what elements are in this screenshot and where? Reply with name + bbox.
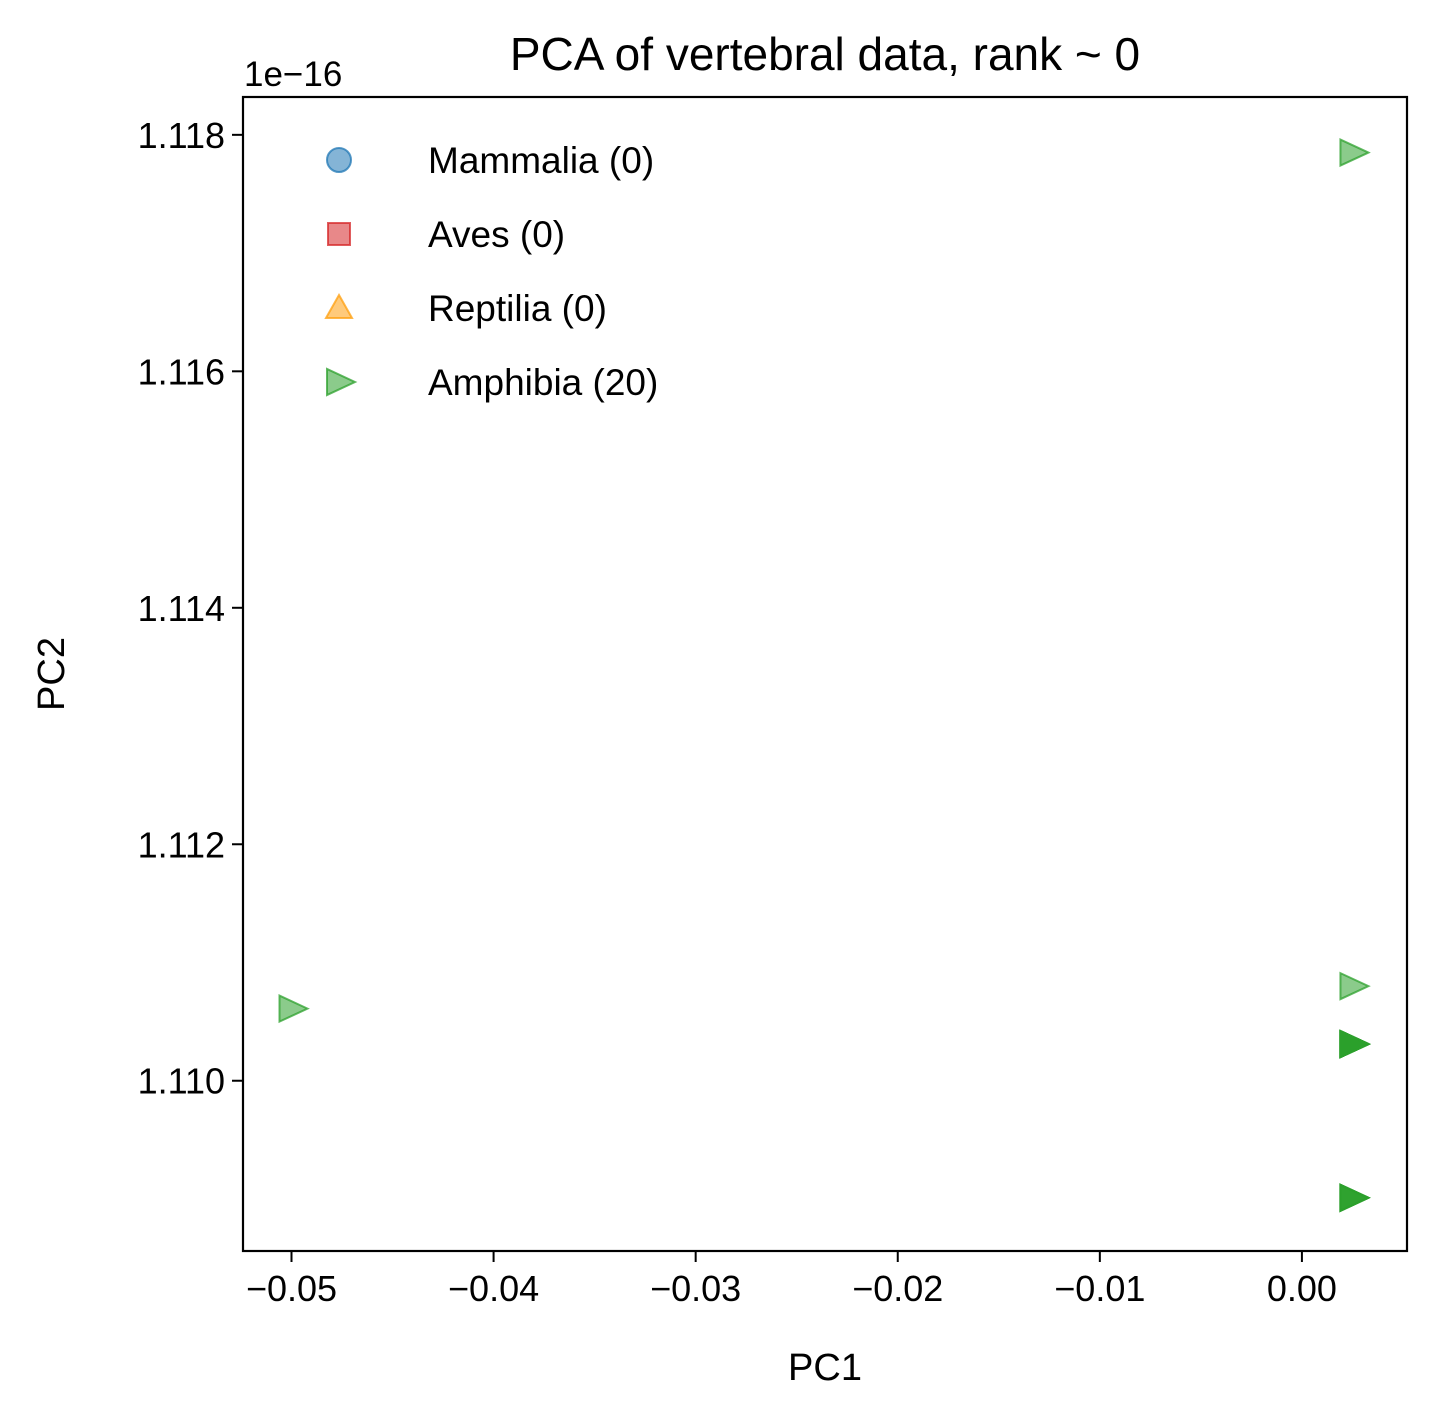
chart-title: PCA of vertebral data, rank ~ 0 — [510, 28, 1140, 80]
legend-label: Reptilia (0) — [428, 288, 607, 329]
y-axis-label: PC2 — [31, 637, 73, 711]
y-tick-label: 1.112 — [138, 824, 225, 865]
points-layer — [278, 138, 1371, 1213]
legend-label: Amphibia (20) — [428, 362, 658, 403]
y-tick-label: 1.114 — [138, 588, 225, 629]
y-axis-offset-label: 1e−16 — [244, 55, 342, 94]
x-tick-label: −0.05 — [246, 1268, 337, 1309]
legend-marker — [327, 222, 351, 246]
x-tick-label: −0.01 — [1054, 1268, 1145, 1309]
x-axis-label: PC1 — [788, 1347, 862, 1389]
plot-area-frame — [241, 95, 1409, 1253]
x-tick-label: −0.04 — [448, 1268, 539, 1309]
y-axis-ticks: 1.110 1.112 1.114 1.116 1.118 — [138, 115, 243, 1102]
legend-marker — [326, 367, 358, 397]
legend-label: Mammalia (0) — [428, 140, 654, 181]
legend-marker — [326, 147, 352, 173]
legend-marker — [324, 292, 354, 319]
x-tick-label: −0.02 — [852, 1268, 943, 1309]
y-tick-label: 1.116 — [138, 351, 225, 392]
data-point — [278, 994, 310, 1024]
data-point — [1339, 1183, 1371, 1213]
data-point — [1339, 971, 1371, 1001]
legend: Mammalia (0) Aves (0) Reptilia (0) Amphibia… — [324, 140, 658, 403]
legend-label: Aves (0) — [428, 214, 565, 255]
x-tick-label: −0.03 — [650, 1268, 741, 1309]
x-tick-label: 0.00 — [1267, 1268, 1337, 1309]
data-point — [1339, 1029, 1371, 1059]
y-tick-label: 1.110 — [138, 1061, 225, 1102]
data-point — [1339, 138, 1371, 168]
x-axis-ticks: −0.05 −0.04 −0.03 −0.02 −0.01 0.00 — [246, 1251, 1337, 1309]
y-tick-label: 1.118 — [138, 115, 225, 156]
